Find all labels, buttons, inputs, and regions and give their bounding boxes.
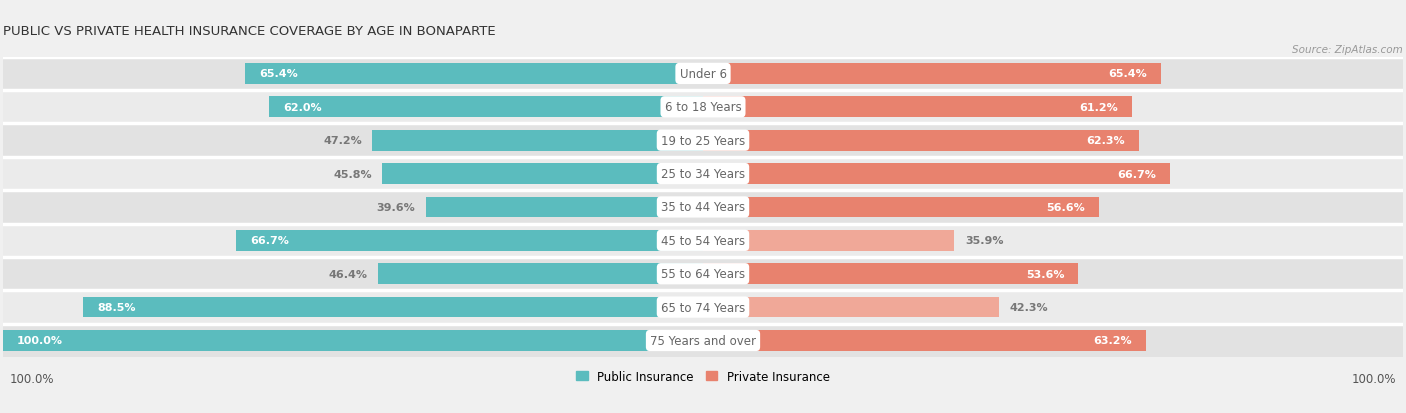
Bar [3,158,1403,190]
Bar [382,164,703,185]
Text: 35.9%: 35.9% [965,236,1004,246]
Text: 100.0%: 100.0% [17,336,63,346]
Bar [245,64,703,85]
Bar [3,330,703,351]
Bar [703,97,1132,118]
Bar [378,264,703,285]
Text: 47.2%: 47.2% [323,136,361,146]
Text: Source: ZipAtlas.com: Source: ZipAtlas.com [1292,45,1403,55]
Text: 53.6%: 53.6% [1026,269,1064,279]
Text: PUBLIC VS PRIVATE HEALTH INSURANCE COVERAGE BY AGE IN BONAPARTE: PUBLIC VS PRIVATE HEALTH INSURANCE COVER… [3,25,495,38]
Bar [703,230,955,251]
Bar [426,197,703,218]
Text: 65.4%: 65.4% [259,69,298,79]
Text: 65 to 74 Years: 65 to 74 Years [661,301,745,314]
Text: 56.6%: 56.6% [1046,202,1085,212]
Text: 62.0%: 62.0% [283,102,322,112]
Bar [83,297,703,318]
Bar [269,97,703,118]
Text: 45 to 54 Years: 45 to 54 Years [661,234,745,247]
Text: 6 to 18 Years: 6 to 18 Years [665,101,741,114]
Text: 63.2%: 63.2% [1092,336,1132,346]
Bar [703,197,1099,218]
Text: 62.3%: 62.3% [1087,136,1125,146]
Text: 66.7%: 66.7% [1118,169,1156,179]
Text: 25 to 34 Years: 25 to 34 Years [661,168,745,180]
Text: 42.3%: 42.3% [1010,302,1049,312]
Bar [3,125,1403,157]
Bar [3,58,1403,90]
Bar [373,131,703,151]
Text: 55 to 64 Years: 55 to 64 Years [661,268,745,280]
Bar [703,64,1161,85]
Text: 45.8%: 45.8% [333,169,371,179]
Bar [703,264,1078,285]
Text: 39.6%: 39.6% [377,202,415,212]
Text: 88.5%: 88.5% [97,302,136,312]
Text: 75 Years and over: 75 Years and over [650,334,756,347]
Bar [3,91,1403,124]
Legend: Public Insurance, Private Insurance: Public Insurance, Private Insurance [571,365,835,387]
Bar [703,330,1146,351]
Bar [3,324,1403,357]
Text: 19 to 25 Years: 19 to 25 Years [661,134,745,147]
Text: 100.0%: 100.0% [10,372,55,385]
Text: 65.4%: 65.4% [1108,69,1147,79]
Text: 100.0%: 100.0% [1351,372,1396,385]
Bar [3,224,1403,257]
Text: 35 to 44 Years: 35 to 44 Years [661,201,745,214]
Bar [3,191,1403,224]
Bar [703,131,1139,151]
Text: Under 6: Under 6 [679,68,727,81]
Text: 46.4%: 46.4% [329,269,367,279]
Bar [3,291,1403,324]
Bar [703,297,1000,318]
Bar [236,230,703,251]
Text: 66.7%: 66.7% [250,236,288,246]
Bar [3,258,1403,290]
Text: 61.2%: 61.2% [1078,102,1118,112]
Bar [703,164,1170,185]
